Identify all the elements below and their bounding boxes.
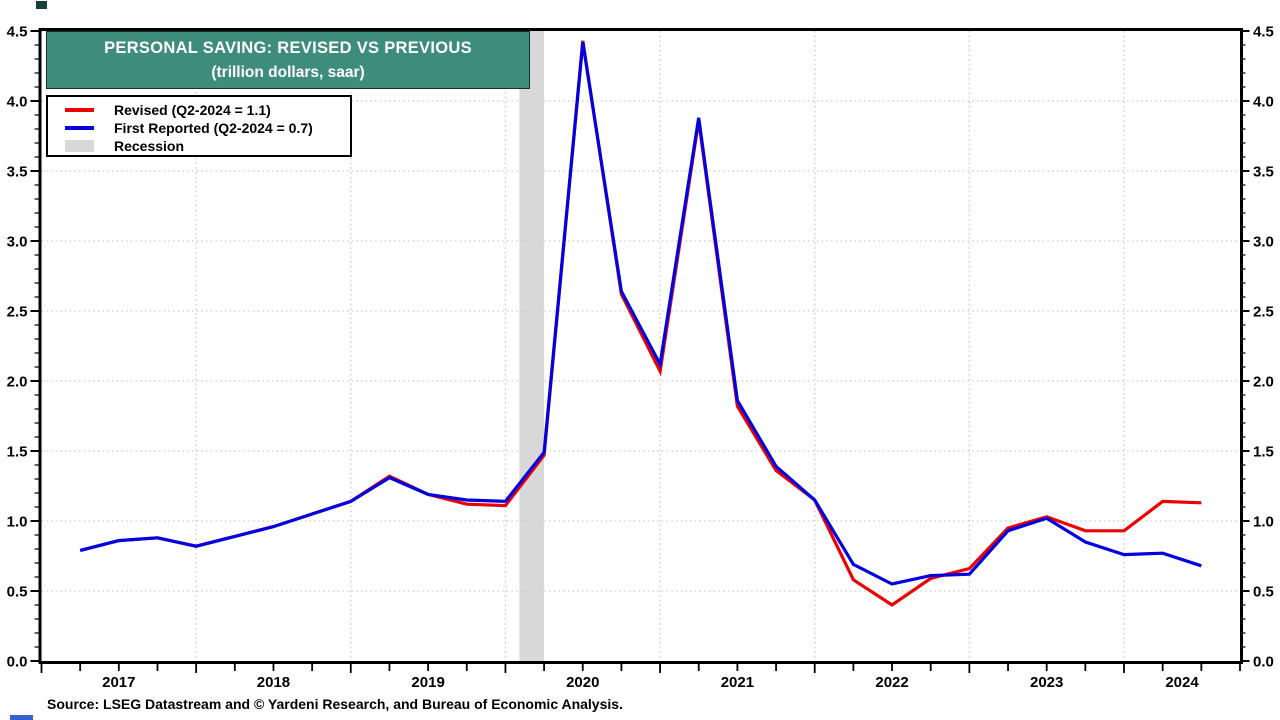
x-year-label: 2022 (875, 674, 908, 691)
x-year-label: 2021 (721, 674, 754, 691)
y-tick-label-left: 0.0 (7, 654, 28, 671)
chart-subtitle: (trillion dollars, saar) (211, 64, 365, 81)
y-tick-label-right: 1.0 (1253, 514, 1274, 531)
y-tick-label-left: 4.5 (7, 24, 28, 41)
series-line-first-reported (79, 41, 1202, 586)
plot-border (38, 28, 1243, 664)
top-left-crop-mark (36, 1, 47, 9)
y-tick-label-left: 3.5 (7, 164, 28, 181)
y-tick-label-left: 4.0 (7, 94, 28, 111)
x-year-label: 2024 (1165, 674, 1199, 691)
recession-band (519, 31, 545, 661)
legend: Revised (Q2-2024 = 1.1) First Reported (… (46, 95, 352, 157)
recession-band-swatch (65, 140, 94, 152)
source-note: Source: LSEG Datastream and © Yardeni Re… (47, 696, 623, 712)
chart-title: PERSONAL SAVING: REVISED VS PREVIOUS (104, 39, 472, 57)
legend-row-first-reported: First Reported (Q2-2024 = 0.7) (65, 119, 350, 137)
x-year-label: 2018 (257, 674, 290, 691)
y-tick-label-right: 0.5 (1253, 584, 1274, 601)
y-tick-label-right: 2.5 (1253, 304, 1274, 321)
legend-label-first-reported: First Reported (Q2-2024 = 0.7) (114, 120, 313, 136)
y-tick-label-right: 1.5 (1253, 444, 1274, 461)
y-tick-label-right: 3.0 (1253, 234, 1274, 251)
x-year-label: 2023 (1030, 674, 1063, 691)
y-tick-label-left: 2.5 (7, 304, 28, 321)
x-year-label: 2019 (411, 674, 444, 691)
x-year-label: 2020 (566, 674, 599, 691)
first-reported-line-swatch (65, 126, 94, 130)
y-tick-label-right: 0.0 (1253, 654, 1274, 671)
y-tick-label-left: 1.5 (7, 444, 28, 461)
bottom-left-logo-fragment (10, 715, 33, 720)
y-tick-label-right: 3.5 (1253, 164, 1274, 181)
y-tick-label-left: 3.0 (7, 234, 28, 251)
x-year-label: 2017 (102, 674, 135, 691)
y-tick-label-left: 1.0 (7, 514, 28, 531)
y-tick-label-left: 0.5 (7, 584, 28, 601)
chart-title-box: PERSONAL SAVING: REVISED VS PREVIOUS (tr… (46, 31, 530, 89)
y-tick-label-right: 4.5 (1253, 24, 1274, 41)
y-tick-label-left: 2.0 (7, 374, 28, 391)
y-tick-label-right: 2.0 (1253, 374, 1274, 391)
legend-row-recession: Recession (65, 137, 350, 155)
y-tick-label-right: 4.0 (1253, 94, 1274, 111)
revised-line-swatch (65, 108, 94, 112)
legend-label-recession: Recession (114, 138, 185, 154)
legend-row-revised: Revised (Q2-2024 = 1.1) (65, 101, 350, 119)
legend-label-revised: Revised (Q2-2024 = 1.1) (114, 102, 271, 118)
